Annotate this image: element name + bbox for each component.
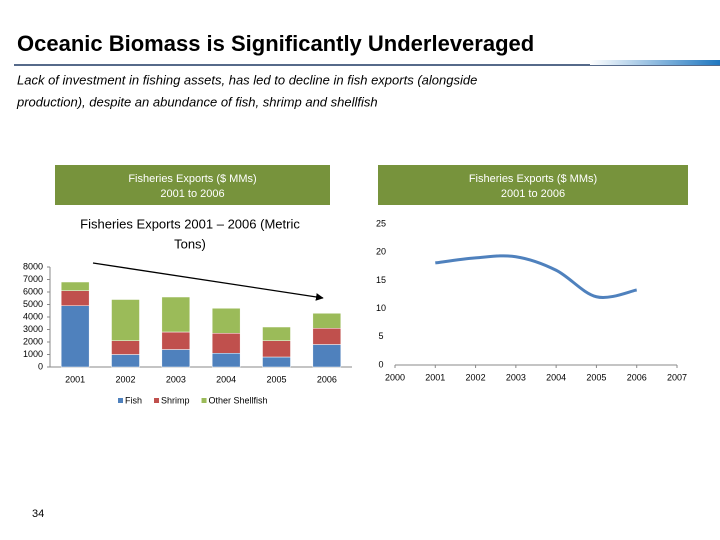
chart-header-text: Fisheries Exports ($ MMs) <box>469 173 597 185</box>
y-tick-label: 5 <box>378 331 383 341</box>
x-tick-label: 2005 <box>266 374 286 384</box>
x-tick-label: 2006 <box>627 372 647 382</box>
bar-segment <box>60 281 90 291</box>
bar-segment <box>60 290 90 306</box>
chart-header <box>55 165 330 205</box>
x-tick-label: 2003 <box>506 372 526 382</box>
bar-segment <box>312 344 342 368</box>
legend-label: Other Shellfish <box>209 395 268 405</box>
legend-swatch <box>154 398 160 403</box>
y-tick-label: 0 <box>378 359 383 369</box>
bar-segment <box>60 305 90 368</box>
x-tick-label: 2004 <box>216 374 236 384</box>
bar-segment <box>161 331 191 350</box>
chart-title: Tons) <box>174 236 206 251</box>
x-tick-label: 2001 <box>65 374 85 384</box>
subtitle: production), despite an abundance of fis… <box>16 94 378 109</box>
chart-header-text: Fisheries Exports ($ MMs) <box>128 173 256 185</box>
y-tick-label: 25 <box>376 218 386 228</box>
bar-segment <box>111 299 140 341</box>
y-tick-label: 0 <box>38 361 43 371</box>
legend-swatch <box>118 398 123 403</box>
bar-segment <box>211 308 241 334</box>
bar-segment <box>262 356 291 368</box>
legend-swatch <box>201 398 207 403</box>
x-tick-label: 2002 <box>115 374 135 384</box>
bar-segment <box>262 326 291 341</box>
x-tick-label: 2005 <box>586 372 606 382</box>
bar-segment <box>312 328 342 345</box>
y-tick-label: 15 <box>376 275 386 285</box>
slide-title: Oceanic Biomass is Significantly Underle… <box>17 31 534 56</box>
y-tick-label: 4000 <box>23 311 43 321</box>
bar-segment <box>312 313 342 329</box>
bar-segment <box>211 353 241 368</box>
subtitle: Lack of investment in fishing assets, ha… <box>17 72 477 87</box>
chart-title: Fisheries Exports 2001 – 2006 (Metric <box>80 216 300 231</box>
legend-label: Shrimp <box>161 395 190 405</box>
x-tick-label: 2002 <box>466 372 486 382</box>
bar-segment <box>111 354 140 368</box>
line-series <box>435 254 638 299</box>
accent-bar <box>590 60 720 65</box>
y-tick-label: 1000 <box>23 349 43 359</box>
bar-segment <box>161 296 191 333</box>
y-tick-label: 5000 <box>23 299 43 309</box>
chart-header-text: 2001 to 2006 <box>501 188 565 200</box>
x-tick-label: 2003 <box>166 374 186 384</box>
chart-header <box>378 165 688 205</box>
x-tick-label: 2006 <box>317 374 337 384</box>
bar-segment <box>161 349 191 368</box>
chart-header-text: 2001 to 2006 <box>160 188 224 200</box>
page-number: 34 <box>32 508 44 520</box>
y-tick-label: 8000 <box>23 261 43 271</box>
bar-segment <box>262 340 291 358</box>
y-tick-label: 3000 <box>23 324 43 334</box>
x-tick-label: 2001 <box>425 372 445 382</box>
x-tick-label: 2007 <box>667 372 687 382</box>
legend-label: Fish <box>125 395 142 405</box>
y-tick-label: 7000 <box>23 274 43 284</box>
trend-arrow <box>92 262 324 301</box>
y-tick-label: 6000 <box>23 286 43 296</box>
bar-segment <box>211 333 241 354</box>
y-tick-label: 2000 <box>23 336 43 346</box>
y-tick-label: 10 <box>376 303 386 313</box>
bar-segment <box>111 340 140 355</box>
x-tick-label: 2000 <box>385 372 405 382</box>
x-tick-label: 2004 <box>546 372 566 382</box>
y-tick-label: 20 <box>376 247 386 257</box>
